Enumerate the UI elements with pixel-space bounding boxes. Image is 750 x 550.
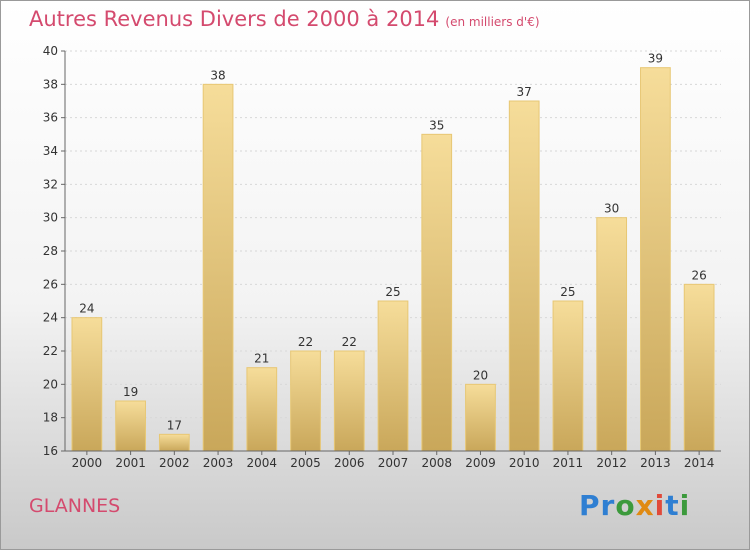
bar-value-label: 37: [517, 85, 532, 99]
x-tick-label: 2013: [640, 456, 671, 470]
x-axis: 2000 2001 2002 2003 2004 2005 2006 2007 2008 2009…: [65, 450, 721, 470]
x-tick-label: 2007: [378, 456, 409, 470]
bar-2008: [421, 133, 453, 452]
x-tick-label: 2004: [247, 456, 278, 470]
x-tick-label: 2001: [115, 456, 146, 470]
bar-2014: [683, 283, 715, 452]
y-tick-label: 20: [43, 377, 58, 391]
bar-value-label: 24: [79, 302, 94, 316]
x-tick-label: 2009: [465, 456, 496, 470]
y-tick-label: 38: [43, 77, 58, 91]
y-tick-label: 40: [43, 44, 58, 58]
bar-value-label: 21: [254, 352, 269, 366]
x-tick-label: 2005: [290, 456, 321, 470]
bar-value-label: 35: [429, 118, 444, 132]
y-tick-label: 34: [43, 144, 58, 158]
x-tick-label: 2000: [72, 456, 103, 470]
y-tick-label: 30: [43, 211, 58, 225]
x-tick-label: 2011: [553, 456, 584, 470]
bar-2013: [640, 67, 671, 452]
proxiti-logo[interactable]: Proxiti: [579, 489, 691, 522]
bar-value-label: 19: [123, 385, 138, 399]
bar-value-label: 20: [473, 368, 488, 382]
bars: 24 19 17 38 21 22 22 25 35 20 37 25 30 39 26: [71, 52, 715, 452]
bar-value-label: 26: [691, 268, 706, 282]
y-tick-label: 24: [43, 311, 58, 325]
x-tick-label: 2010: [509, 456, 540, 470]
bar-2000: [71, 317, 103, 452]
chart-title-text: Autres Revenus Divers de 2000 à 2014: [29, 7, 440, 31]
bar-2005: [290, 350, 321, 452]
x-tick-label: 2003: [203, 456, 234, 470]
bar-2004: [246, 367, 278, 452]
y-tick-label: 28: [43, 244, 58, 258]
bar-value-label: 22: [298, 335, 313, 349]
place-name: GLANNES: [29, 495, 121, 517]
bar-2002: [158, 433, 190, 452]
bar-2010: [508, 100, 540, 452]
bar-value-label: 30: [604, 202, 619, 216]
bar-2012: [596, 217, 628, 452]
y-tick-label: 32: [43, 177, 58, 191]
y-tick-label: 16: [43, 444, 58, 458]
bar-2011: [552, 300, 584, 452]
bar-2006: [333, 350, 365, 452]
bar-2001: [115, 400, 146, 452]
y-axis: 16 18 20 22 24 26 28 30 32 34 36 38 40: [43, 44, 66, 458]
bar-2009: [465, 383, 496, 452]
x-tick-label: 2006: [334, 456, 365, 470]
bar-2003: [202, 83, 234, 452]
x-tick-label: 2014: [684, 456, 715, 470]
bar-value-label: 38: [210, 68, 225, 82]
bar-2007: [377, 300, 409, 452]
bar-value-label: 25: [560, 285, 575, 299]
chart-subtitle: (en milliers d'€): [445, 15, 540, 29]
x-tick-label: 2012: [596, 456, 627, 470]
y-tick-label: 26: [43, 277, 58, 291]
chart-title: Autres Revenus Divers de 2000 à 2014 (en …: [29, 7, 540, 31]
bar-value-label: 25: [385, 285, 400, 299]
bar-value-label: 17: [167, 418, 182, 432]
bar-value-label: 39: [648, 52, 663, 66]
x-tick-label: 2002: [159, 456, 190, 470]
bar-value-label: 22: [342, 335, 357, 349]
y-tick-label: 18: [43, 411, 58, 425]
x-tick-label: 2008: [421, 456, 452, 470]
y-tick-label: 22: [43, 344, 58, 358]
y-tick-label: 36: [43, 111, 58, 125]
